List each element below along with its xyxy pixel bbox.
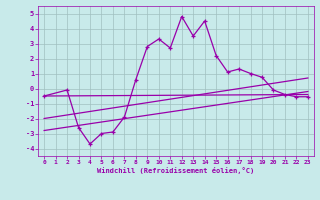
X-axis label: Windchill (Refroidissement éolien,°C): Windchill (Refroidissement éolien,°C) xyxy=(97,167,255,174)
